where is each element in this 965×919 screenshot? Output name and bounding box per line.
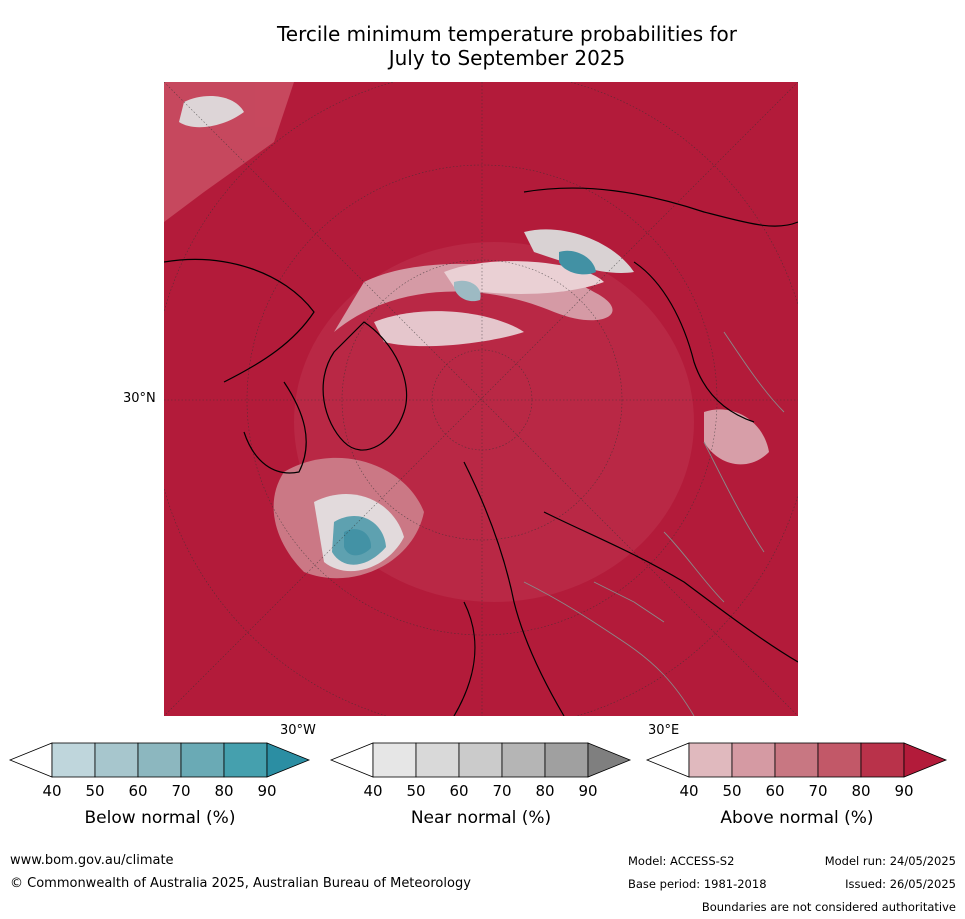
colorbar-near-label: Near normal (%) xyxy=(410,808,552,828)
colorbar-tick-label: 80 xyxy=(535,782,555,800)
colorbar-below-ticks: 40 50 60 70 80 90 xyxy=(10,782,310,802)
copyright-text: © Commonwealth of Australia 2025, Austra… xyxy=(10,876,471,891)
russia-interior-coast xyxy=(633,261,755,423)
colorbar-tick-label: 70 xyxy=(492,782,512,800)
colorbar-high-extend xyxy=(903,742,948,778)
title-line-2: July to September 2025 xyxy=(388,46,626,70)
band-below-normal-arctic xyxy=(454,280,481,302)
eurasia-north-coast xyxy=(543,511,798,663)
colorbar-above-graphic xyxy=(645,742,948,778)
band-caspian xyxy=(704,409,769,465)
north-america-coast xyxy=(164,258,315,383)
colorbar-high-extend xyxy=(587,742,632,778)
longitude-label-east: 30°E xyxy=(648,723,680,738)
colorbar-swatch xyxy=(774,742,819,778)
colorbar-swatch xyxy=(544,742,589,778)
band-below-normal-core xyxy=(344,529,372,556)
colorbar-near-ticks: 40 50 60 70 80 90 xyxy=(331,782,631,802)
colorbar-tick-label: 40 xyxy=(363,782,383,800)
colorbar-swatch xyxy=(94,742,139,778)
colorbar-tick-label: 70 xyxy=(808,782,828,800)
disclaimer-text: Boundaries are not considered authoritat… xyxy=(701,900,956,914)
colorbar-below-normal xyxy=(8,742,311,778)
colorbar-tick-label: 40 xyxy=(42,782,62,800)
colorbar-swatch xyxy=(458,742,503,778)
greenland-coast xyxy=(322,321,408,451)
band-arctic-edge xyxy=(374,311,524,347)
norway-coast xyxy=(463,461,565,716)
colorbar-low-extend xyxy=(329,742,374,778)
colorbar-above-label: Above normal (%) xyxy=(720,808,874,828)
colorbar-above-ticks: 40 50 60 70 80 90 xyxy=(647,782,947,802)
colorbar-swatch xyxy=(372,742,417,778)
arctic-canada-coast xyxy=(243,381,307,474)
probability-bands xyxy=(164,82,769,602)
colorbar-tick-label: 50 xyxy=(406,782,426,800)
graticule xyxy=(164,82,798,716)
colorbar-tick-label: 90 xyxy=(257,782,277,800)
siberia-coast xyxy=(523,187,798,227)
colorbar-below-label: Below normal (%) xyxy=(84,808,236,828)
colorbar-swatch xyxy=(501,742,546,778)
colorbar-tick-label: 40 xyxy=(679,782,699,800)
colorbar-tick-label: 50 xyxy=(722,782,742,800)
map-graphic xyxy=(164,82,798,716)
band-siberian-arc xyxy=(444,261,604,294)
latitude-label: 30°N xyxy=(123,391,156,406)
colorbar-low-extend xyxy=(645,742,690,778)
band-near-normal-northwest xyxy=(179,96,244,128)
band-below-normal-pacific xyxy=(559,250,596,275)
issued-text: Issued: 26/05/2025 xyxy=(845,877,956,891)
colorbar-low-extend xyxy=(8,742,53,778)
british-isles xyxy=(453,601,476,716)
coastlines xyxy=(164,187,798,716)
colorbar-swatch xyxy=(137,742,182,778)
colorbar-tick-label: 60 xyxy=(765,782,785,800)
colorbar-tick-label: 60 xyxy=(128,782,148,800)
colorbar-tick-label: 90 xyxy=(894,782,914,800)
colorbar-near-graphic xyxy=(329,742,632,778)
title-line-1: Tercile minimum temperature probabilitie… xyxy=(276,22,738,46)
colorbar-below-graphic xyxy=(8,742,311,778)
base-period-text: Base period: 1981-2018 xyxy=(628,877,767,891)
longitude-label-west: 30°W xyxy=(280,723,316,738)
chart-title: Tercile minimum temperature probabilitie… xyxy=(0,22,965,70)
borders xyxy=(523,331,785,716)
model-text: Model: ACCESS-S2 xyxy=(628,854,735,868)
model-run-text: Model run: 24/05/2025 xyxy=(824,854,956,868)
band-near-normal-north xyxy=(524,229,634,273)
colorbar-swatch xyxy=(51,742,96,778)
colorbar-tick-label: 70 xyxy=(171,782,191,800)
colorbar-above-normal xyxy=(645,742,948,778)
colorbar-swatch xyxy=(731,742,776,778)
colorbar-swatch xyxy=(180,742,225,778)
website-link[interactable]: www.bom.gov.au/climate xyxy=(10,853,174,868)
colorbar-tick-label: 60 xyxy=(449,782,469,800)
colorbar-tick-label: 80 xyxy=(851,782,871,800)
colorbar-tick-label: 90 xyxy=(578,782,598,800)
polar-probability-map xyxy=(164,82,798,716)
colorbar-swatch xyxy=(817,742,862,778)
colorbar-swatch xyxy=(860,742,905,778)
colorbar-tick-label: 50 xyxy=(85,782,105,800)
colorbar-tick-label: 80 xyxy=(214,782,234,800)
colorbar-swatch xyxy=(415,742,460,778)
colorbar-swatch xyxy=(223,742,268,778)
colorbar-swatch xyxy=(688,742,733,778)
colorbar-near-normal xyxy=(329,742,632,778)
colorbar-high-extend xyxy=(266,742,311,778)
